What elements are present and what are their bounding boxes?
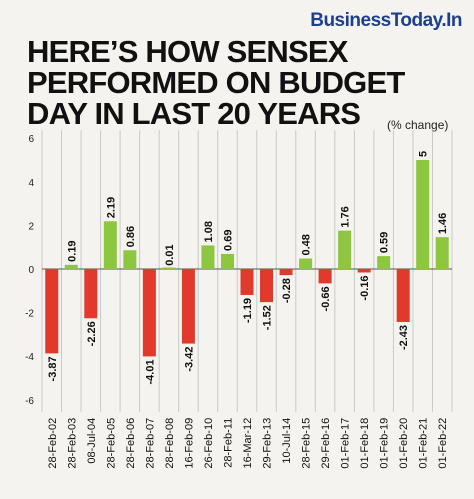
data-label: 1.46 [437, 213, 449, 234]
y-tick-label: 4 [28, 178, 34, 189]
bar [279, 269, 293, 276]
bar [64, 264, 78, 269]
data-label: -3.87 [47, 356, 59, 381]
data-label: 0.48 [301, 234, 313, 255]
bar [142, 269, 156, 357]
y-tick-label: -6 [25, 396, 34, 407]
category-label: 28-Feb-02 [47, 418, 59, 469]
chart-title: HERE’S HOW SENSEX PERFORMED ON BUDGET DA… [27, 36, 467, 129]
category-label: 28-Feb-05 [105, 418, 117, 469]
brand-logo: BusinessToday.In [310, 10, 462, 31]
title-line-2: PERFORMED ON BUDGET [27, 65, 405, 100]
category-label: 01-Feb-18 [359, 418, 371, 469]
bar [240, 269, 254, 295]
data-label: -1.52 [262, 305, 274, 330]
y-tick-label: -2 [25, 309, 34, 320]
category-label: 29-Feb-16 [320, 418, 332, 469]
data-label: 0.01 [164, 244, 176, 265]
bar [357, 269, 371, 273]
data-label: -0.66 [320, 286, 332, 311]
bar [396, 269, 410, 322]
category-label: 01-Feb-17 [340, 418, 352, 469]
bar [377, 256, 391, 269]
unit-label: (% change) [387, 118, 449, 132]
bar [123, 250, 137, 269]
bar [299, 258, 313, 269]
category-label: 28-Feb-15 [301, 418, 313, 469]
data-label: 2.19 [105, 197, 117, 218]
data-label: -4.01 [144, 359, 156, 384]
category-label: 28-Feb-08 [164, 418, 176, 469]
category-label: 16-Feb-09 [183, 418, 195, 469]
bar [84, 269, 98, 319]
data-label: 5 [418, 151, 430, 157]
category-label: 16-Mar-12 [242, 418, 254, 469]
category-label: 28-Feb-11 [222, 418, 234, 468]
category-label: 28-Feb-07 [144, 418, 156, 469]
data-label: 0.86 [125, 226, 137, 247]
y-tick-label: 6 [28, 134, 34, 145]
category-label: 10-Jul-14 [281, 418, 293, 464]
data-label: 1.08 [203, 221, 215, 242]
data-label: 0.69 [222, 230, 234, 251]
bar [416, 160, 430, 269]
bar [103, 221, 117, 269]
y-tick-label: 0 [28, 265, 34, 276]
data-label: 0.19 [66, 240, 78, 261]
data-label: -2.26 [86, 321, 98, 346]
category-label: 01-Feb-20 [398, 418, 410, 469]
category-label: 01-Feb-21 [418, 418, 430, 469]
data-label: -2.43 [398, 325, 410, 350]
bar [181, 269, 195, 344]
bar [435, 237, 449, 269]
data-label: 0.59 [379, 232, 391, 253]
bar [260, 269, 274, 303]
y-tick-label: 2 [28, 221, 34, 232]
category-label: 28-Feb-03 [66, 418, 78, 469]
data-label: -1.19 [242, 298, 254, 323]
bar [220, 253, 234, 269]
bar [45, 269, 59, 354]
category-label: 29-Feb-13 [262, 418, 274, 469]
category-label: 28-Feb-06 [125, 418, 137, 469]
bar [201, 245, 215, 269]
category-label: 26-Feb-10 [203, 418, 215, 469]
bar [162, 267, 176, 269]
bar [318, 269, 332, 284]
data-label: 1.76 [340, 206, 352, 227]
data-label: -0.16 [359, 275, 371, 300]
category-label: 01-Feb-19 [379, 418, 391, 469]
data-label: -3.42 [183, 347, 195, 372]
category-label: 01-Feb-22 [437, 418, 449, 469]
category-label: 08-Jul-04 [86, 418, 98, 464]
bar [338, 230, 352, 269]
title-line-3: DAY IN LAST 20 YEARS [27, 96, 361, 131]
y-tick-label: -4 [25, 352, 34, 363]
title-line-1: HERE’S HOW SENSEX [27, 34, 348, 69]
data-label: -0.28 [281, 278, 293, 303]
